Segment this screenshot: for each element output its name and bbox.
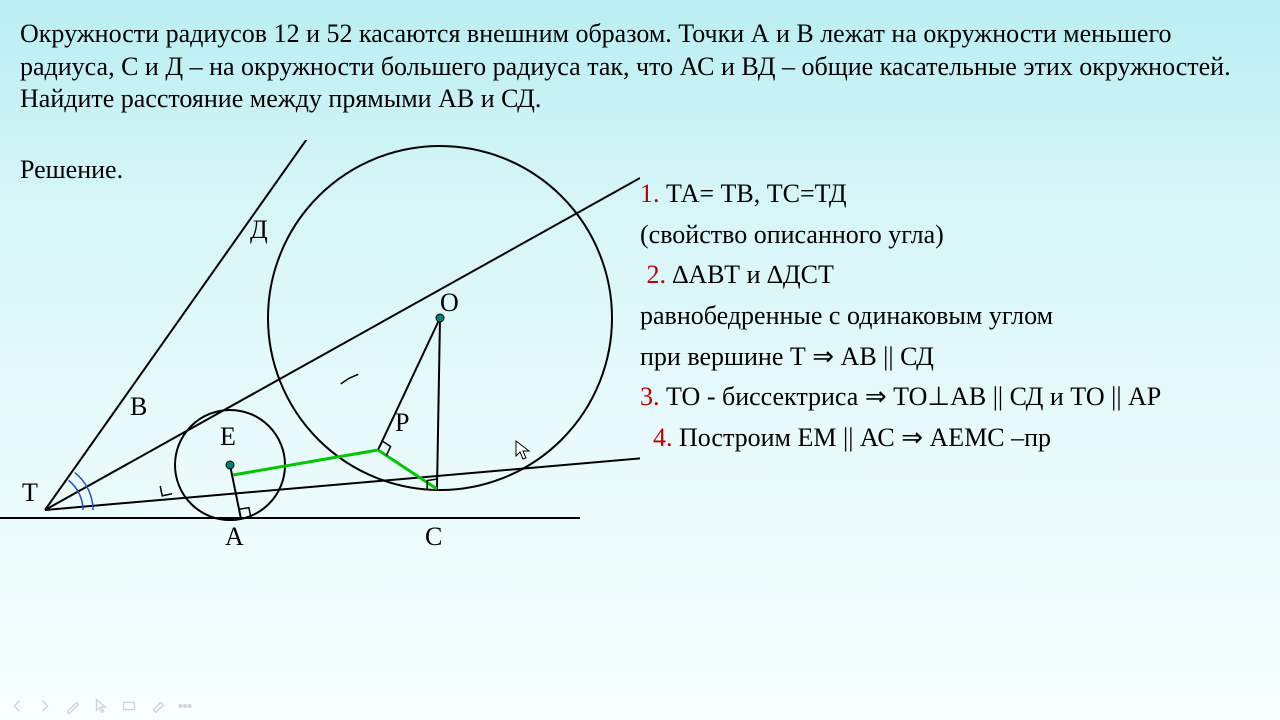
bottom-toolbar bbox=[0, 692, 1280, 720]
mouse-cursor bbox=[515, 440, 531, 462]
highlight-icon[interactable] bbox=[120, 697, 138, 715]
step-3-num: 3. bbox=[640, 382, 660, 411]
pointer-icon[interactable] bbox=[92, 697, 110, 715]
label-B: В bbox=[130, 392, 147, 422]
label-C: С bbox=[425, 522, 442, 552]
label-E: Е bbox=[220, 422, 236, 452]
step-3: 3. ТО - биссектриса ⇒ ТО⊥АВ || СД и ТО |… bbox=[640, 378, 1270, 416]
step-1-num: 1. bbox=[640, 179, 660, 208]
step-2b: равнобедренные с одинаковым углом bbox=[640, 297, 1270, 335]
label-D: Д bbox=[250, 215, 268, 245]
prev-icon[interactable] bbox=[8, 697, 26, 715]
step-4-num: 4. bbox=[653, 423, 673, 452]
eraser-icon[interactable] bbox=[148, 697, 166, 715]
step-4-text: Построим ЕМ || АС ⇒ АЕМС –пр bbox=[673, 423, 1052, 452]
step-1b: (свойство описанного угла) bbox=[640, 216, 1270, 254]
solution-steps: 1. ТА= ТВ, ТС=ТД (свойство описанного уг… bbox=[640, 175, 1270, 460]
label-P: Р bbox=[395, 408, 409, 438]
step-2-num: 2. bbox=[647, 260, 667, 289]
label-A: А bbox=[225, 522, 244, 552]
pen-icon[interactable] bbox=[64, 697, 82, 715]
problem-text: Окружности радиусов 12 и 52 касаются вне… bbox=[20, 18, 1260, 116]
label-T: Т bbox=[22, 478, 38, 508]
step-2-text: ∆АВТ и ∆ДСТ bbox=[666, 260, 834, 289]
label-O: О bbox=[440, 288, 459, 318]
step-2c: при вершине Т ⇒ АВ || СД bbox=[640, 338, 1270, 376]
more-icon[interactable] bbox=[176, 697, 194, 715]
step-1a: 1. ТА= ТВ, ТС=ТД bbox=[640, 175, 1270, 213]
step-3-text: ТО - биссектриса ⇒ ТО⊥АВ || СД и ТО || А… bbox=[660, 382, 1162, 411]
step-4: 4. Построим ЕМ || АС ⇒ АЕМС –пр bbox=[640, 419, 1270, 457]
geometry-diagram bbox=[0, 140, 640, 700]
step-1-text: ТА= ТВ, ТС=ТД bbox=[660, 179, 847, 208]
step-2a: 2. ∆АВТ и ∆ДСТ bbox=[640, 256, 1270, 294]
next-icon[interactable] bbox=[36, 697, 54, 715]
